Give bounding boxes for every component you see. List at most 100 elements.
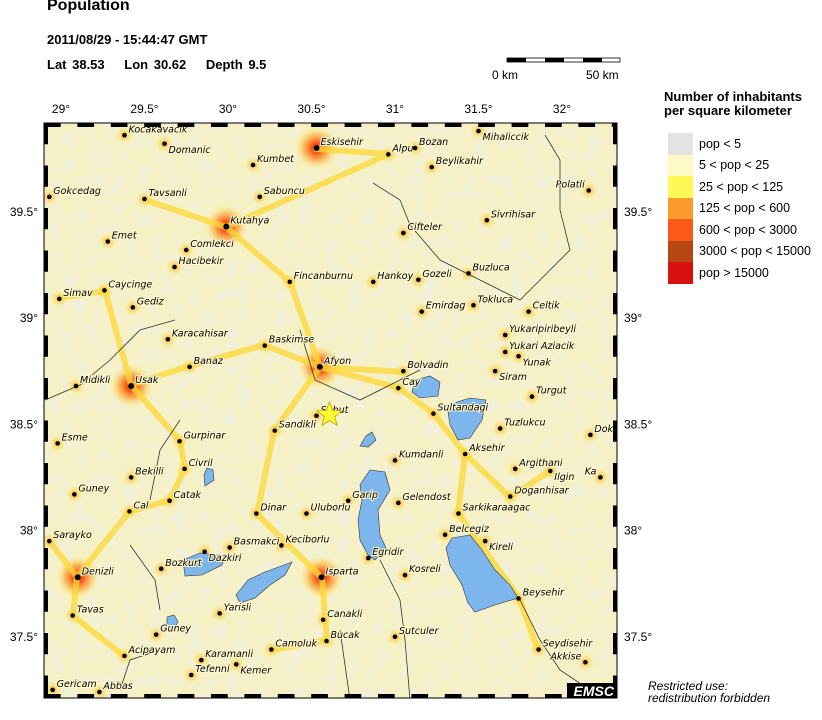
town-dot[interactable] bbox=[526, 309, 531, 314]
town-dot[interactable] bbox=[73, 383, 79, 389]
town-dot[interactable] bbox=[492, 368, 498, 374]
town-dot[interactable] bbox=[588, 432, 593, 438]
event-depth: Depth 9.5 bbox=[205, 57, 267, 72]
town-dot[interactable] bbox=[392, 634, 398, 640]
town-dot[interactable] bbox=[287, 279, 293, 285]
town-dot[interactable] bbox=[314, 413, 319, 419]
town-dot[interactable] bbox=[583, 659, 588, 665]
town-dot[interactable] bbox=[188, 672, 194, 678]
town-dot[interactable] bbox=[182, 466, 187, 472]
town-dot[interactable] bbox=[502, 332, 508, 338]
town-dot[interactable] bbox=[202, 549, 207, 555]
town-dot[interactable] bbox=[279, 543, 284, 548]
town-dot[interactable] bbox=[105, 239, 111, 244]
town-dot[interactable] bbox=[313, 145, 320, 151]
town-dot[interactable] bbox=[217, 611, 222, 616]
town-dot[interactable] bbox=[316, 363, 323, 370]
town-dot[interactable] bbox=[416, 277, 421, 283]
town-dot[interactable] bbox=[529, 394, 535, 399]
town-dot[interactable] bbox=[429, 164, 435, 170]
town-dot[interactable] bbox=[183, 247, 189, 253]
town-dot[interactable] bbox=[162, 141, 167, 147]
town-dot[interactable] bbox=[482, 538, 488, 544]
scale-end-label: 50 km bbox=[586, 68, 619, 82]
town-dot[interactable] bbox=[57, 296, 62, 302]
town-dot[interactable] bbox=[396, 385, 401, 391]
town-dot[interactable] bbox=[507, 494, 513, 499]
town-dot[interactable] bbox=[47, 194, 52, 200]
epicenter-star-icon[interactable] bbox=[316, 400, 343, 427]
town-dot[interactable] bbox=[392, 458, 398, 463]
town-dot[interactable] bbox=[128, 475, 134, 480]
town-dot[interactable] bbox=[516, 353, 521, 359]
town-dot[interactable] bbox=[476, 128, 481, 134]
town-dot[interactable] bbox=[586, 188, 592, 193]
town-dot[interactable] bbox=[412, 145, 418, 151]
town-dot[interactable] bbox=[401, 230, 406, 236]
town-dot[interactable] bbox=[548, 468, 553, 474]
town-dot[interactable] bbox=[401, 368, 406, 374]
town-dot[interactable] bbox=[172, 264, 177, 270]
town-dot[interactable] bbox=[462, 451, 468, 457]
town-dot[interactable] bbox=[198, 657, 204, 663]
scale-start-label: 0 km bbox=[492, 68, 518, 82]
town-dot[interactable] bbox=[254, 511, 259, 516]
town-dot[interactable] bbox=[74, 574, 81, 581]
town-dot[interactable] bbox=[72, 492, 77, 497]
town-dot[interactable] bbox=[167, 498, 172, 504]
town-label: Kumdanli bbox=[399, 449, 444, 460]
town-dot[interactable] bbox=[365, 555, 371, 561]
town-dot[interactable] bbox=[598, 475, 603, 480]
town-dot[interactable] bbox=[187, 364, 192, 370]
town-dot[interactable] bbox=[47, 538, 52, 544]
town-dot[interactable] bbox=[442, 532, 448, 538]
town-dot[interactable] bbox=[536, 647, 541, 652]
town-dot[interactable] bbox=[257, 194, 263, 200]
town-dot[interactable] bbox=[153, 632, 159, 637]
town-dot[interactable] bbox=[502, 349, 508, 355]
town-dot[interactable] bbox=[223, 223, 230, 230]
town-dot[interactable] bbox=[318, 574, 325, 581]
town-dot[interactable] bbox=[484, 217, 490, 223]
town-dot[interactable] bbox=[466, 271, 471, 276]
town-dot[interactable] bbox=[128, 383, 135, 389]
town-dot[interactable] bbox=[55, 441, 60, 446]
town-dot[interactable] bbox=[142, 196, 147, 202]
town-dot[interactable] bbox=[419, 309, 425, 314]
town-dot[interactable] bbox=[122, 132, 127, 138]
town-dot[interactable] bbox=[158, 566, 164, 572]
town-dot[interactable] bbox=[50, 687, 55, 693]
town-dot[interactable] bbox=[127, 509, 132, 514]
town-dot[interactable] bbox=[345, 498, 351, 504]
town-label: Guney bbox=[78, 483, 109, 494]
town-dot[interactable] bbox=[269, 647, 274, 652]
legend-label: pop > 15000 bbox=[699, 265, 769, 280]
town-dot[interactable] bbox=[516, 596, 521, 601]
town-dot[interactable] bbox=[70, 613, 75, 618]
town-dot[interactable] bbox=[165, 336, 171, 342]
town-dot[interactable] bbox=[512, 466, 518, 472]
town-dot[interactable] bbox=[97, 689, 102, 695]
town-dot[interactable] bbox=[456, 511, 461, 516]
town-dot[interactable] bbox=[122, 653, 127, 659]
town-dot[interactable] bbox=[497, 426, 503, 431]
town-dot[interactable] bbox=[177, 438, 182, 444]
town-dot[interactable] bbox=[396, 500, 401, 506]
town-dot[interactable] bbox=[402, 572, 408, 578]
town-dot[interactable] bbox=[262, 343, 268, 348]
town-dot[interactable] bbox=[272, 428, 278, 433]
town-dot[interactable] bbox=[102, 288, 107, 293]
town-dot[interactable] bbox=[130, 305, 136, 310]
town-dot[interactable] bbox=[320, 617, 326, 623]
town-dot[interactable] bbox=[234, 662, 239, 667]
town-dot[interactable] bbox=[471, 302, 476, 308]
town-label: Keciborlu bbox=[285, 534, 329, 545]
town-label: Argithani bbox=[518, 458, 563, 469]
town-dot[interactable] bbox=[386, 152, 391, 157]
town-dot[interactable] bbox=[324, 638, 329, 644]
town-dot[interactable] bbox=[431, 411, 436, 416]
town-dot[interactable] bbox=[250, 162, 256, 168]
town-dot[interactable] bbox=[370, 279, 376, 285]
town-dot[interactable] bbox=[227, 545, 232, 550]
town-dot[interactable] bbox=[304, 511, 309, 516]
